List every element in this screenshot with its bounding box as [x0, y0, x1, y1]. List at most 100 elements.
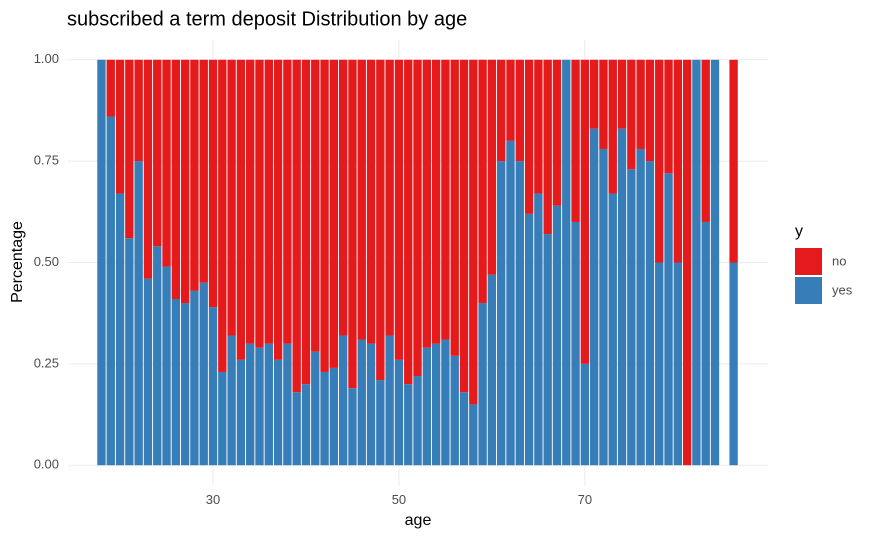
x-tick-label: 50	[392, 492, 406, 507]
bar	[376, 59, 385, 381]
bar	[469, 59, 478, 405]
bar	[701, 59, 710, 222]
legend-title: y	[795, 223, 803, 240]
bar	[580, 363, 590, 466]
bar	[171, 59, 181, 299]
bar	[599, 59, 608, 149]
bar	[413, 376, 422, 466]
bar	[655, 262, 664, 466]
bar	[664, 59, 673, 174]
bar	[534, 59, 543, 194]
bar	[729, 59, 738, 263]
bar	[311, 351, 320, 466]
bar	[487, 274, 497, 466]
bar	[190, 59, 199, 291]
bar	[283, 343, 292, 466]
bar	[283, 59, 292, 344]
bar	[255, 59, 264, 348]
bar	[227, 335, 236, 466]
bar	[134, 161, 143, 466]
bar	[589, 59, 599, 129]
bar	[292, 392, 301, 466]
bar	[236, 59, 246, 360]
bar	[450, 355, 459, 466]
bar	[404, 59, 413, 385]
bar	[218, 371, 227, 466]
bar	[125, 59, 134, 239]
bar	[682, 59, 692, 466]
bar	[394, 359, 404, 466]
bar	[218, 59, 227, 372]
legend-swatch	[795, 277, 822, 304]
bar	[394, 59, 404, 360]
bar	[301, 384, 311, 466]
bar	[543, 234, 552, 466]
bar	[376, 380, 385, 466]
bar	[236, 359, 246, 466]
bar	[552, 59, 562, 206]
bar	[115, 193, 125, 466]
bar	[338, 335, 348, 466]
bar	[366, 343, 376, 466]
bar	[208, 59, 218, 308]
bar	[404, 384, 413, 466]
bar	[106, 59, 115, 117]
bar	[478, 303, 487, 466]
bar	[450, 59, 459, 356]
bar	[273, 359, 283, 466]
bar	[515, 59, 524, 162]
bar	[580, 59, 590, 364]
bar	[199, 59, 208, 283]
bar	[524, 213, 534, 466]
bar	[134, 59, 143, 162]
bar	[320, 371, 329, 466]
bar	[190, 290, 199, 466]
y-tick-label: 0.00	[34, 457, 59, 472]
bar	[515, 161, 524, 466]
bar	[199, 282, 208, 466]
bar	[338, 59, 348, 336]
bar	[534, 193, 543, 466]
bar	[673, 262, 683, 466]
y-axis-title: Percentage	[9, 221, 26, 303]
bar	[329, 59, 339, 368]
bar	[227, 59, 236, 336]
bar	[329, 367, 339, 466]
bar	[171, 298, 181, 466]
bar	[162, 266, 171, 466]
bar	[441, 59, 450, 340]
bar	[627, 169, 636, 466]
bar	[311, 59, 320, 352]
y-tick-label: 1.00	[34, 51, 59, 66]
bar	[645, 161, 655, 466]
x-tick-label: 30	[206, 492, 220, 507]
bar	[246, 59, 255, 344]
bar	[208, 307, 218, 466]
bar	[413, 59, 422, 377]
bar	[459, 59, 469, 393]
bar	[617, 128, 627, 466]
bar	[348, 59, 357, 389]
legend-swatch	[795, 248, 822, 275]
bar	[385, 335, 394, 466]
bar	[143, 59, 153, 279]
bar	[255, 347, 264, 466]
bar	[162, 59, 171, 267]
bar	[97, 59, 106, 466]
chart-title: subscribed a term deposit Distribution b…	[67, 8, 467, 30]
bar	[385, 59, 394, 336]
bar	[617, 59, 627, 129]
bar	[571, 59, 580, 222]
bar	[599, 148, 608, 466]
bar	[645, 59, 655, 162]
bar	[348, 388, 357, 466]
bar	[497, 161, 506, 466]
bar	[180, 59, 190, 304]
y-tick-label: 0.25	[34, 355, 59, 370]
bar	[478, 59, 487, 304]
bar	[655, 59, 664, 263]
bar	[636, 148, 645, 466]
bar	[701, 221, 710, 466]
bar	[431, 343, 441, 466]
bar	[431, 59, 441, 344]
